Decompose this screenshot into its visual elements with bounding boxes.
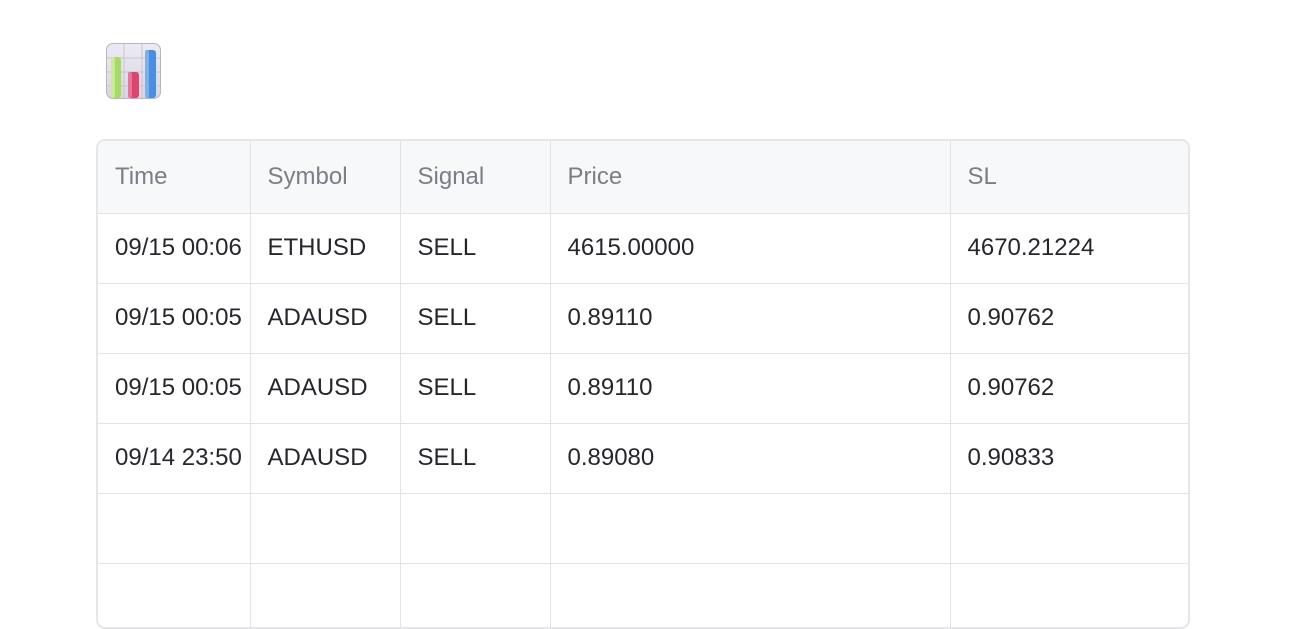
- table-row-empty: [98, 563, 1188, 627]
- table-row: 09/15 00:06 ETHUSD SELL 4615.00000 4670.…: [98, 213, 1188, 284]
- column-header-time[interactable]: Time: [98, 141, 251, 214]
- bar-chart-icon: [106, 43, 161, 99]
- cell-sl[interactable]: 0.90762: [950, 283, 1188, 354]
- cell-symbol[interactable]: [250, 493, 401, 564]
- cell-symbol[interactable]: ADAUSD: [250, 283, 401, 354]
- cell-signal[interactable]: SELL: [400, 353, 551, 424]
- cell-time[interactable]: 09/15 00:05: [98, 283, 251, 354]
- cell-signal[interactable]: SELL: [400, 283, 551, 354]
- cell-symbol[interactable]: ADAUSD: [250, 423, 401, 494]
- column-header-sl[interactable]: SL: [950, 141, 1188, 214]
- cell-signal[interactable]: [400, 563, 551, 627]
- cell-sl[interactable]: [950, 493, 1188, 564]
- column-header-symbol[interactable]: Symbol: [250, 141, 401, 214]
- cell-time[interactable]: 09/15 00:06: [98, 213, 251, 284]
- cell-symbol[interactable]: ADAUSD: [250, 353, 401, 424]
- cell-price[interactable]: 0.89110: [550, 283, 951, 354]
- table-row: 09/15 00:05 ADAUSD SELL 0.89110 0.90762: [98, 283, 1188, 354]
- cell-price[interactable]: [550, 563, 951, 627]
- table-row: 09/14 23:50 ADAUSD SELL 0.89080 0.90833: [98, 423, 1188, 494]
- cell-sl[interactable]: [950, 563, 1188, 627]
- cell-price[interactable]: 0.89080: [550, 423, 951, 494]
- cell-sl[interactable]: 4670.21224: [950, 213, 1188, 284]
- signals-grid: Time Symbol Signal Price SL 09/15 00:06 …: [98, 141, 1188, 627]
- cell-symbol[interactable]: [250, 563, 401, 627]
- cell-time[interactable]: 09/14 23:50: [98, 423, 251, 494]
- cell-time[interactable]: 09/15 00:05: [98, 353, 251, 424]
- cell-time[interactable]: [98, 563, 251, 627]
- cell-symbol[interactable]: ETHUSD: [250, 213, 401, 284]
- cell-sl[interactable]: 0.90762: [950, 353, 1188, 424]
- cell-signal[interactable]: SELL: [400, 423, 551, 494]
- cell-signal[interactable]: SELL: [400, 213, 551, 284]
- table-row-empty: [98, 493, 1188, 564]
- signals-table[interactable]: Time Symbol Signal Price SL 09/15 00:06 …: [96, 139, 1190, 629]
- cell-price[interactable]: 0.89110: [550, 353, 951, 424]
- header-row: Time Symbol Signal Price SL: [98, 141, 1188, 214]
- column-header-price[interactable]: Price: [550, 141, 951, 214]
- cell-price[interactable]: 4615.00000: [550, 213, 951, 284]
- cell-price[interactable]: [550, 493, 951, 564]
- table-row: 09/15 00:05 ADAUSD SELL 0.89110 0.90762: [98, 353, 1188, 424]
- column-header-signal[interactable]: Signal: [400, 141, 551, 214]
- cell-time[interactable]: [98, 493, 251, 564]
- cell-sl[interactable]: 0.90833: [950, 423, 1188, 494]
- cell-signal[interactable]: [400, 493, 551, 564]
